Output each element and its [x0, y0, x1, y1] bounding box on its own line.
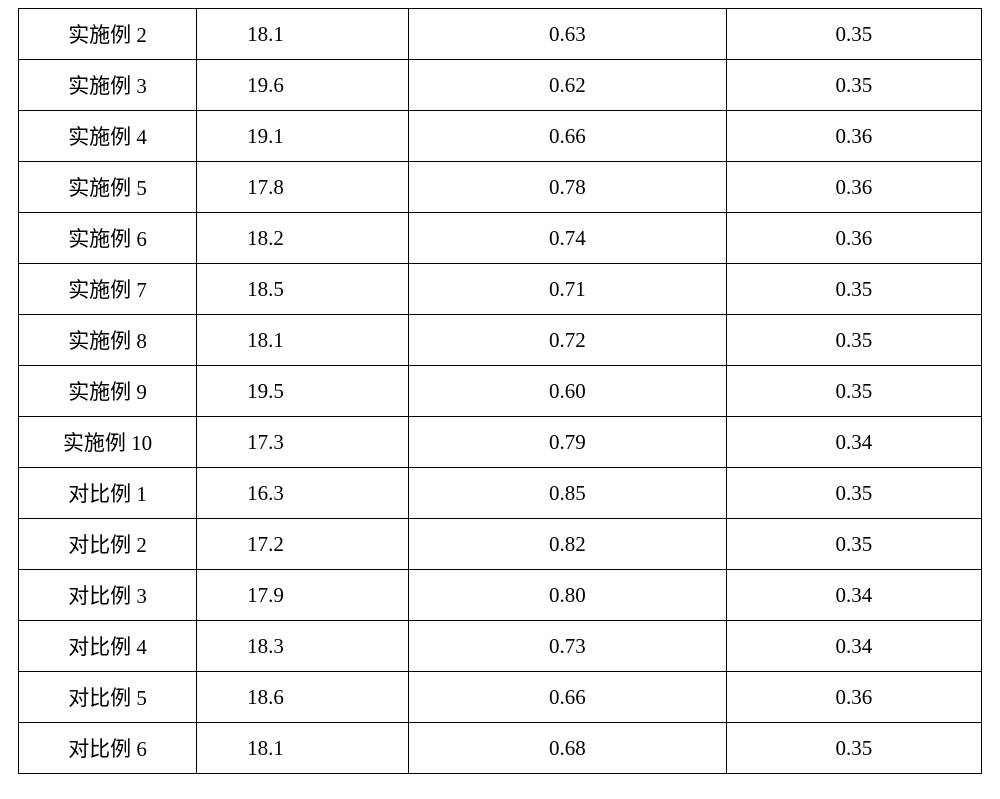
cell-value-2: 0.79 — [409, 417, 727, 468]
row-label: 实施例 9 — [19, 366, 197, 417]
cell-value-3: 0.35 — [726, 315, 981, 366]
row-label: 实施例 2 — [19, 9, 197, 60]
cell-value-3: 0.34 — [726, 621, 981, 672]
cell-value-3: 0.35 — [726, 519, 981, 570]
row-label: 对比例 4 — [19, 621, 197, 672]
row-label: 实施例 6 — [19, 213, 197, 264]
table-row: 实施例 218.10.630.35 — [19, 9, 982, 60]
cell-value-1: 18.6 — [197, 672, 409, 723]
cell-value-2: 0.62 — [409, 60, 727, 111]
cell-value-3: 0.35 — [726, 60, 981, 111]
row-label: 对比例 6 — [19, 723, 197, 774]
cell-value-2: 0.72 — [409, 315, 727, 366]
cell-value-2: 0.60 — [409, 366, 727, 417]
cell-value-1: 19.1 — [197, 111, 409, 162]
table-row: 对比例 217.20.820.35 — [19, 519, 982, 570]
table-row: 实施例 919.50.600.35 — [19, 366, 982, 417]
cell-value-2: 0.68 — [409, 723, 727, 774]
cell-value-2: 0.78 — [409, 162, 727, 213]
cell-value-1: 17.2 — [197, 519, 409, 570]
cell-value-3: 0.34 — [726, 417, 981, 468]
cell-value-3: 0.34 — [726, 570, 981, 621]
cell-value-2: 0.66 — [409, 672, 727, 723]
row-label: 对比例 2 — [19, 519, 197, 570]
table-row: 对比例 116.30.850.35 — [19, 468, 982, 519]
cell-value-1: 16.3 — [197, 468, 409, 519]
cell-value-1: 17.9 — [197, 570, 409, 621]
cell-value-1: 18.1 — [197, 315, 409, 366]
cell-value-2: 0.66 — [409, 111, 727, 162]
cell-value-3: 0.36 — [726, 162, 981, 213]
cell-value-2: 0.71 — [409, 264, 727, 315]
table-row: 对比例 518.60.660.36 — [19, 672, 982, 723]
cell-value-2: 0.82 — [409, 519, 727, 570]
cell-value-2: 0.63 — [409, 9, 727, 60]
cell-value-1: 17.3 — [197, 417, 409, 468]
cell-value-2: 0.73 — [409, 621, 727, 672]
row-label: 实施例 7 — [19, 264, 197, 315]
cell-value-3: 0.35 — [726, 264, 981, 315]
row-label: 实施例 3 — [19, 60, 197, 111]
table-row: 对比例 418.30.730.34 — [19, 621, 982, 672]
row-label: 对比例 5 — [19, 672, 197, 723]
cell-value-1: 18.2 — [197, 213, 409, 264]
cell-value-3: 0.35 — [726, 9, 981, 60]
cell-value-1: 18.1 — [197, 9, 409, 60]
table-row: 实施例 319.60.620.35 — [19, 60, 982, 111]
data-table: 实施例 218.10.630.35 实施例 319.60.620.35 实施例 … — [18, 8, 982, 774]
table-row: 实施例 517.80.780.36 — [19, 162, 982, 213]
cell-value-1: 17.8 — [197, 162, 409, 213]
cell-value-2: 0.80 — [409, 570, 727, 621]
cell-value-1: 19.6 — [197, 60, 409, 111]
table-row: 实施例 718.50.710.35 — [19, 264, 982, 315]
table-row: 实施例 419.10.660.36 — [19, 111, 982, 162]
cell-value-3: 0.35 — [726, 723, 981, 774]
row-label: 实施例 4 — [19, 111, 197, 162]
cell-value-1: 18.3 — [197, 621, 409, 672]
cell-value-1: 18.5 — [197, 264, 409, 315]
cell-value-3: 0.36 — [726, 111, 981, 162]
cell-value-1: 18.1 — [197, 723, 409, 774]
row-label: 实施例 5 — [19, 162, 197, 213]
table-row: 实施例 618.20.740.36 — [19, 213, 982, 264]
row-label: 实施例 10 — [19, 417, 197, 468]
table-row: 对比例 618.10.680.35 — [19, 723, 982, 774]
cell-value-3: 0.36 — [726, 672, 981, 723]
cell-value-1: 19.5 — [197, 366, 409, 417]
row-label: 实施例 8 — [19, 315, 197, 366]
cell-value-2: 0.74 — [409, 213, 727, 264]
cell-value-3: 0.36 — [726, 213, 981, 264]
table-row: 对比例 317.90.800.34 — [19, 570, 982, 621]
table-row: 实施例 1017.30.790.34 — [19, 417, 982, 468]
cell-value-3: 0.35 — [726, 468, 981, 519]
cell-value-3: 0.35 — [726, 366, 981, 417]
table-body: 实施例 218.10.630.35 实施例 319.60.620.35 实施例 … — [19, 9, 982, 774]
cell-value-2: 0.85 — [409, 468, 727, 519]
row-label: 对比例 1 — [19, 468, 197, 519]
row-label: 对比例 3 — [19, 570, 197, 621]
table-row: 实施例 818.10.720.35 — [19, 315, 982, 366]
